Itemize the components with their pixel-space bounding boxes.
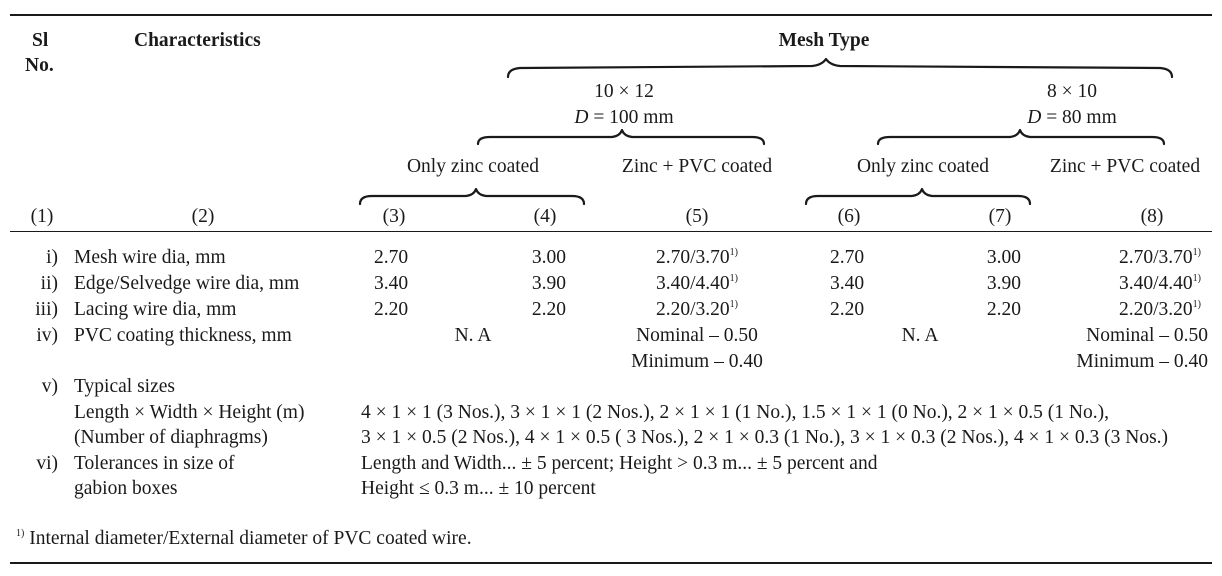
row-2-col5-value: 3.40/4.40 [655, 273, 730, 294]
mesh-a-brace [476, 128, 766, 146]
footnote-marker: 1) [1192, 299, 1201, 310]
row-1-col8-value: 2.70/3.70 [1118, 247, 1193, 268]
row-5-label-3: (Number of diaphragms) [74, 427, 268, 448]
mesh-type-heading: Mesh Type [778, 30, 870, 51]
row-2-col5: 3.40/4.401) [656, 273, 738, 298]
row-5-label-2: Length × Width × Height (m) [74, 402, 305, 423]
row-4-na-b: N. A [901, 325, 939, 346]
row-6-tolerance-line-2: Height ≤ 0.3 m... ± 10 percent [361, 478, 596, 499]
footnote-marker: 1) [729, 299, 739, 310]
row-1-label: Mesh wire dia, mm [74, 247, 226, 268]
row-4-nominal-b: Nominal – 0.50 [1086, 325, 1208, 346]
coat-pvc-a: Zinc + PVC coated [621, 156, 773, 177]
row-5-sl: v) [41, 376, 58, 397]
mesh-a-d-value: = 100 mm [588, 107, 674, 128]
row-3-col7: 2.20 [986, 299, 1021, 320]
coat-pvc-b: Zinc + PVC coated [1049, 156, 1201, 177]
row-5-sizes-line-2: 3 × 1 × 0.5 (2 Nos.), 4 × 1 × 0.5 ( 3 No… [361, 427, 1169, 448]
row-1-col7: 3.00 [986, 247, 1021, 268]
row-2-col7: 3.90 [986, 273, 1021, 294]
row-4-label: PVC coating thickness, mm [74, 325, 292, 346]
row-2-col4: 3.90 [531, 273, 566, 294]
mesh-b-diameter: D = 80 mm [1027, 107, 1117, 129]
col-number-1: (1) [30, 206, 54, 227]
row-3-sl: iii) [35, 299, 58, 320]
mesh-b-size: 8 × 10 [1047, 81, 1097, 102]
row-1-col3: 2.70 [374, 247, 409, 268]
row-5-sizes-line-1: 4 × 1 × 1 (3 Nos.), 3 × 1 × 1 (2 Nos.), … [361, 402, 1109, 423]
row-4-na-a: N. A [454, 325, 492, 346]
row-6-sl: vi) [36, 453, 58, 474]
footnote-marker: 1) [1192, 247, 1201, 258]
row-4-minimum-a: Minimum – 0.40 [631, 351, 763, 372]
coat-zinc-a: Only zinc coated [406, 156, 540, 177]
row-2-col8: 3.40/4.401) [1119, 273, 1201, 298]
row-1-col8: 2.70/3.701) [1119, 247, 1201, 272]
row-2-label: Edge/Selvedge wire dia, mm [74, 273, 300, 294]
mesh-type-brace [506, 57, 1174, 79]
sl-no-heading-line1: Sl [32, 30, 49, 51]
row-2-sl: ii) [40, 273, 58, 294]
footnote-marker: 1) [729, 247, 739, 258]
row-3-col4: 2.20 [531, 299, 566, 320]
top-rule [10, 14, 1212, 16]
mesh-a-d-symbol: D [574, 107, 589, 128]
footnote: 1) Internal diameter/External diameter o… [16, 528, 472, 553]
zinc-b-brace [804, 187, 1032, 206]
col-number-8: (8) [1140, 206, 1164, 227]
row-4-minimum-b: Minimum – 0.40 [1076, 351, 1208, 372]
col-number-3: (3) [382, 206, 406, 227]
row-3-col6: 2.20 [830, 299, 865, 320]
col-number-7: (7) [988, 206, 1012, 227]
row-3-col5-value: 2.20/3.20 [655, 299, 730, 320]
row-6-label-1: Tolerances in size of [74, 453, 235, 474]
bottom-rule [10, 562, 1212, 564]
header-rule [10, 231, 1212, 232]
footnote-mark: 1) [16, 528, 25, 539]
row-2-col3: 3.40 [374, 273, 409, 294]
col-number-5: (5) [685, 206, 709, 227]
row-4-nominal-a: Nominal – 0.50 [636, 325, 758, 346]
row-1-col4: 3.00 [531, 247, 566, 268]
mesh-b-brace [876, 128, 1166, 146]
row-6-label-2: gabion boxes [74, 478, 178, 499]
row-3-col5: 2.20/3.201) [656, 299, 738, 324]
row-3-label: Lacing wire dia, mm [74, 299, 237, 320]
characteristics-heading: Characteristics [134, 30, 261, 51]
row-1-col5-value: 2.70/3.70 [655, 247, 730, 268]
footnote-marker: 1) [1192, 273, 1201, 284]
coat-zinc-b: Only zinc coated [856, 156, 990, 177]
col-number-4: (4) [533, 206, 557, 227]
zinc-a-brace [358, 187, 586, 206]
row-1-col5: 2.70/3.701) [656, 247, 738, 272]
row-2-col6: 3.40 [830, 273, 865, 294]
sl-no-heading-line2: No. [25, 55, 54, 76]
footnote-marker: 1) [729, 273, 739, 284]
col-number-6: (6) [837, 206, 861, 227]
row-6-tolerance-line-1: Length and Width... ± 5 percent; Height … [361, 453, 878, 474]
mesh-a-size: 10 × 12 [594, 81, 654, 102]
row-1-col6: 2.70 [830, 247, 865, 268]
row-4-sl: iv) [36, 325, 58, 346]
col-number-2: (2) [191, 206, 215, 227]
row-5-label-1: Typical sizes [74, 376, 175, 397]
row-3-col3: 2.20 [374, 299, 409, 320]
footnote-text: Internal diameter/External diameter of P… [24, 528, 472, 549]
mesh-b-d-symbol: D [1027, 107, 1042, 128]
row-2-col8-value: 3.40/4.40 [1118, 273, 1193, 294]
mesh-a-diameter: D = 100 mm [574, 107, 673, 129]
row-3-col8: 2.20/3.201) [1119, 299, 1201, 324]
row-1-sl: i) [46, 247, 58, 268]
mesh-b-d-value: = 80 mm [1041, 107, 1117, 128]
row-3-col8-value: 2.20/3.20 [1118, 299, 1193, 320]
